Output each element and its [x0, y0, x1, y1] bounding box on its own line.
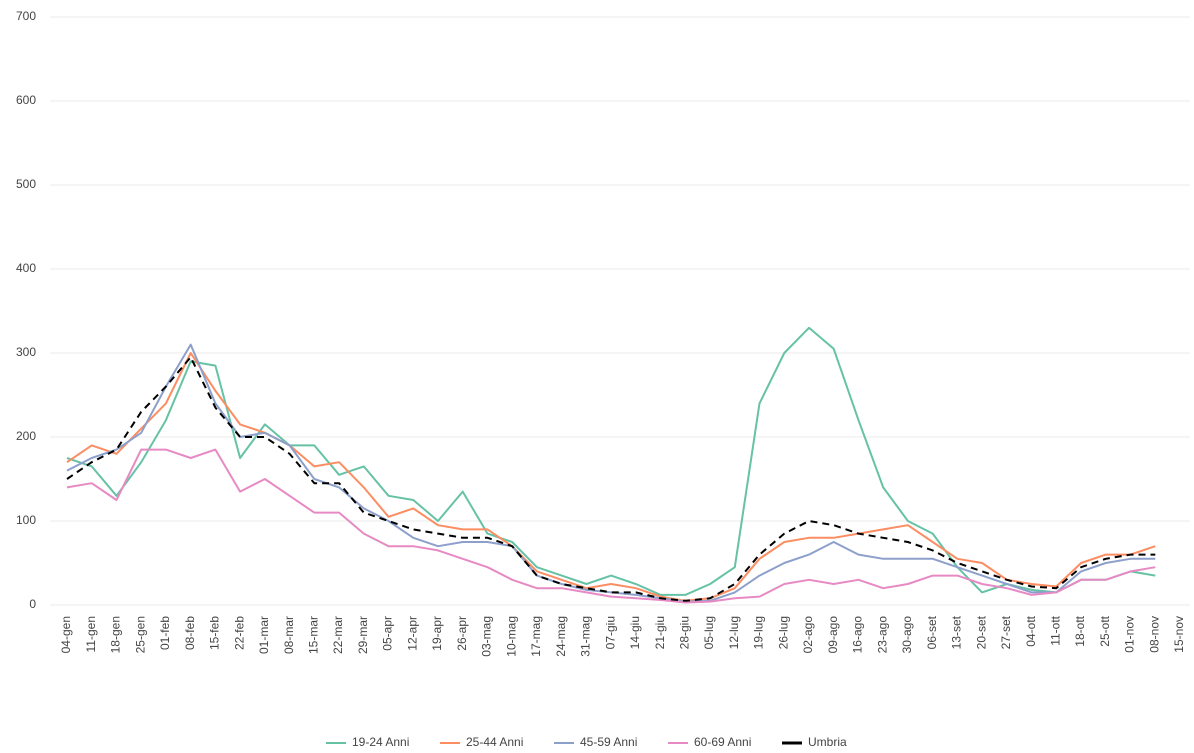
x-tick-label: 15-mar — [307, 616, 321, 654]
x-tick-label: 04-ott — [1024, 615, 1038, 646]
x-tick-label: 17-mag — [529, 616, 543, 657]
x-tick-label: 10-mag — [504, 616, 518, 657]
y-tick-label: 400 — [16, 261, 36, 275]
x-tick-label: 14-giu — [628, 616, 642, 649]
x-tick-label: 04-gen — [59, 616, 73, 653]
x-tick-label: 01-nov — [1123, 616, 1137, 653]
x-tick-label: 08-feb — [183, 616, 197, 650]
y-tick-label: 300 — [16, 345, 36, 359]
x-tick-label: 18-gen — [109, 616, 123, 653]
legend-label: 60-69 Anni — [694, 735, 751, 749]
x-tick-label: 20-set — [974, 615, 988, 649]
x-tick-label: 08-nov — [1147, 616, 1161, 653]
legend-label: 45-59 Anni — [580, 735, 637, 749]
y-tick-label: 600 — [16, 93, 36, 107]
series-line — [66, 343, 1156, 603]
x-tick-label: 19-apr — [430, 616, 444, 651]
series-line — [66, 448, 1156, 604]
x-tick-label: 08-mar — [282, 616, 296, 654]
series-line — [66, 326, 1156, 596]
x-tick-label: 26-apr — [455, 616, 469, 651]
y-tick-label: 200 — [16, 429, 36, 443]
x-tick-label: 16-ago — [851, 616, 865, 654]
y-tick-label: 100 — [16, 513, 36, 527]
x-tick-label: 27-set — [999, 615, 1013, 649]
x-tick-label: 11-gen — [84, 616, 98, 652]
x-tick-label: 15-nov — [1172, 616, 1186, 653]
legend-label: 25-44 Anni — [466, 735, 523, 749]
x-tick-label: 05-apr — [381, 616, 395, 651]
x-tick-label: 06-set — [925, 615, 939, 649]
x-tick-label: 24-mag — [554, 616, 568, 657]
series-line — [66, 356, 1156, 602]
x-tick-label: 01-mar — [257, 616, 271, 654]
legend-label: Umbria — [808, 735, 847, 749]
y-tick-label: 700 — [16, 9, 36, 23]
x-tick-label: 31-mag — [579, 616, 593, 657]
legend-label: 19-24 Anni — [352, 735, 409, 749]
x-tick-label: 13-set — [950, 615, 964, 649]
x-tick-label: 12-apr — [405, 616, 419, 651]
x-tick-label: 11-ott — [1049, 615, 1063, 645]
x-tick-label: 15-feb — [208, 616, 222, 650]
x-tick-label: 23-ago — [875, 616, 889, 654]
x-tick-label: 02-ago — [801, 616, 815, 654]
x-tick-label: 26-lug — [776, 616, 790, 649]
series-line — [66, 352, 1156, 602]
x-tick-label: 21-giu — [653, 616, 667, 649]
x-tick-label: 19-lug — [752, 616, 766, 649]
x-tick-label: 18-ott — [1073, 615, 1087, 646]
x-tick-label: 07-giu — [603, 616, 617, 649]
x-tick-label: 22-feb — [232, 616, 246, 650]
x-tick-label: 01-feb — [158, 616, 172, 650]
x-tick-label: 25-gen — [133, 616, 147, 653]
x-tick-label: 09-ago — [826, 616, 840, 654]
x-tick-label: 25-ott — [1098, 615, 1112, 646]
x-tick-label: 22-mar — [331, 616, 345, 654]
x-tick-label: 05-lug — [702, 616, 716, 649]
x-tick-label: 29-mar — [356, 616, 370, 654]
x-tick-label: 12-lug — [727, 616, 741, 649]
x-tick-label: 30-ago — [900, 616, 914, 654]
x-tick-label: 03-mag — [480, 616, 494, 657]
y-tick-label: 500 — [16, 177, 36, 191]
y-tick-label: 0 — [29, 597, 36, 611]
x-tick-label: 28-giu — [678, 616, 692, 649]
